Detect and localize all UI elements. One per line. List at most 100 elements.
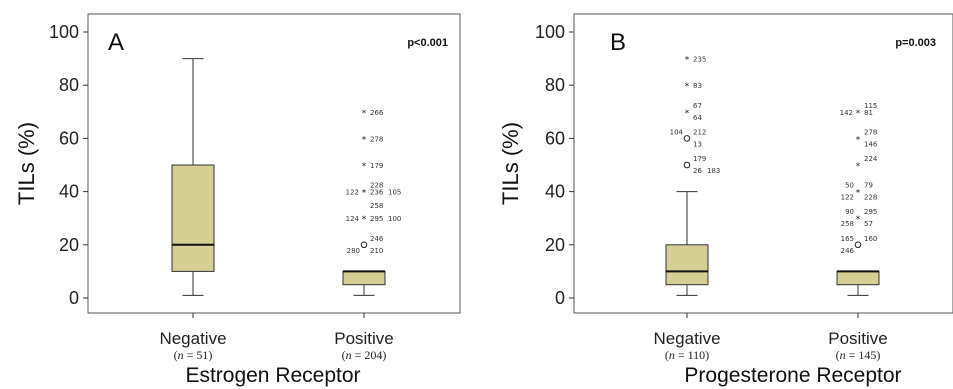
outlier-case-label: 64 xyxy=(693,114,702,122)
y-tick-label: 20 xyxy=(59,235,79,255)
outlier-case-label: 122 xyxy=(346,189,359,197)
outlier-case-label: 228 xyxy=(864,194,877,202)
plot-frame xyxy=(87,13,461,314)
outlier-extreme-marker: * xyxy=(685,82,690,92)
outlier-extreme-marker: * xyxy=(856,135,861,145)
outlier-case-label: 122 xyxy=(841,194,854,202)
outlier-case-label: 258 xyxy=(370,202,383,210)
outlier-case-label: 266 xyxy=(370,109,384,117)
outlier-case-label: 258 xyxy=(841,220,854,228)
outlier-case-label: 183 xyxy=(707,167,720,175)
outlier-extreme-marker: * xyxy=(856,189,861,199)
n-variable: n xyxy=(346,348,352,362)
n-open-paren: ( xyxy=(665,348,669,362)
outlier-case-label: 246 xyxy=(370,235,384,243)
n-value: = 51) xyxy=(184,348,213,362)
outlier-case-label: 26 xyxy=(693,167,702,175)
outlier-case-label: 146 xyxy=(864,140,878,148)
outlier-extreme-marker: * xyxy=(685,109,690,119)
outlier-case-label: 105 xyxy=(388,189,401,197)
y-tick-label: 0 xyxy=(555,288,565,308)
n-variable: n xyxy=(178,348,184,362)
outlier-case-label: 81 xyxy=(864,109,873,117)
outlier-case-label: 212 xyxy=(693,128,706,136)
n-value: = 204) xyxy=(352,348,387,362)
n-value: = 110) xyxy=(675,348,709,362)
box xyxy=(342,270,386,286)
y-tick-label: 80 xyxy=(59,75,79,95)
outlier-case-label: 179 xyxy=(370,162,383,170)
outlier-case-label: 236 xyxy=(370,189,384,197)
outlier-case-label: 165 xyxy=(841,235,854,243)
category-label: Positive xyxy=(828,329,888,348)
outlier-marker xyxy=(854,241,862,249)
p-value: p=0.003 xyxy=(895,37,936,49)
y-tick-label: 60 xyxy=(545,128,565,148)
box-group-negative: Negative(n = 51) xyxy=(159,58,227,362)
sample-size-label: (n = 110) xyxy=(665,348,709,362)
n-open-paren: ( xyxy=(342,348,346,362)
y-tick-label: 60 xyxy=(59,128,79,148)
y-tick-label: 40 xyxy=(545,182,565,202)
panel-letter: A xyxy=(108,29,124,56)
outlier-case-label: 235 xyxy=(693,56,706,64)
category-label: Negative xyxy=(159,329,226,348)
outlier-marker xyxy=(360,241,368,249)
outlier-extreme-marker: * xyxy=(685,56,690,66)
y-tick-label: 0 xyxy=(69,288,79,308)
outlier-case-label: 50 xyxy=(845,182,854,190)
sample-size-label: (n = 51) xyxy=(174,348,213,362)
outlier-case-label: 124 xyxy=(346,215,360,223)
outlier-case-label: 90 xyxy=(845,208,854,216)
outlier-extreme-marker: * xyxy=(362,109,367,119)
category-label: Positive xyxy=(334,329,394,348)
outlier-case-label: 57 xyxy=(864,220,873,228)
panel-b: 0 20 40 60 80 100 TILs (%) B p=0.003 Progesterone… xyxy=(498,13,953,387)
y-tick-label: 40 xyxy=(59,182,79,202)
outlier-case-label: 179 xyxy=(693,155,706,163)
outlier-marker xyxy=(683,135,691,142)
n-variable: n xyxy=(840,348,846,362)
outlier-extreme-marker: * xyxy=(856,215,861,225)
outlier-case-label: 79 xyxy=(864,182,873,190)
n-open-paren: ( xyxy=(836,348,840,362)
outlier-case-label: 278 xyxy=(864,128,877,136)
outlier-case-label: 100 xyxy=(388,215,401,223)
outlier-case-label: 210 xyxy=(370,247,383,255)
outlier-case-label: 83 xyxy=(693,82,702,90)
y-tick-label: 100 xyxy=(535,22,565,42)
box xyxy=(171,164,215,272)
p-value: p<0.001 xyxy=(407,37,448,49)
y-tick-label: 20 xyxy=(545,235,565,255)
panel-letter: B xyxy=(610,29,626,56)
sample-size-label: (n = 145) xyxy=(836,348,881,362)
outlier-case-label: 228 xyxy=(370,182,383,190)
panel-a: 0 20 40 60 80 100 TILs (%) A p<0.001 Estrogen Rec… xyxy=(14,13,461,387)
outlier-case-label: 295 xyxy=(370,215,383,223)
outlier-case-label: 142 xyxy=(840,109,853,117)
outlier-case-label: 278 xyxy=(370,135,383,143)
y-tick-label: 80 xyxy=(545,75,565,95)
outlier-case-label: 13 xyxy=(693,140,702,148)
outlier-extreme-marker: * xyxy=(856,162,861,172)
outlier-case-label: 280 xyxy=(347,247,360,255)
y-axis-label: TILs (%) xyxy=(14,122,39,205)
outlier-case-label: 104 xyxy=(670,128,684,136)
x-axis-label: Estrogen Receptor xyxy=(185,364,360,387)
outlier-case-label: 295 xyxy=(864,208,877,216)
n-value: = 145) xyxy=(846,348,881,362)
n-open-paren: ( xyxy=(174,348,178,362)
box xyxy=(836,270,880,286)
outlier-case-label: 160 xyxy=(864,235,877,243)
box xyxy=(665,244,709,286)
outlier-extreme-marker: * xyxy=(362,135,367,145)
outlier-extreme-marker: * xyxy=(856,109,861,119)
outlier-case-label: 224 xyxy=(864,155,878,163)
outlier-case-label: 67 xyxy=(693,102,702,110)
outlier-extreme-marker: * xyxy=(362,215,367,225)
outlier-extreme-marker: * xyxy=(362,162,367,172)
